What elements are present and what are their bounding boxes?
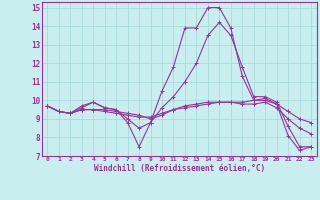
- X-axis label: Windchill (Refroidissement éolien,°C): Windchill (Refroidissement éolien,°C): [94, 164, 265, 173]
